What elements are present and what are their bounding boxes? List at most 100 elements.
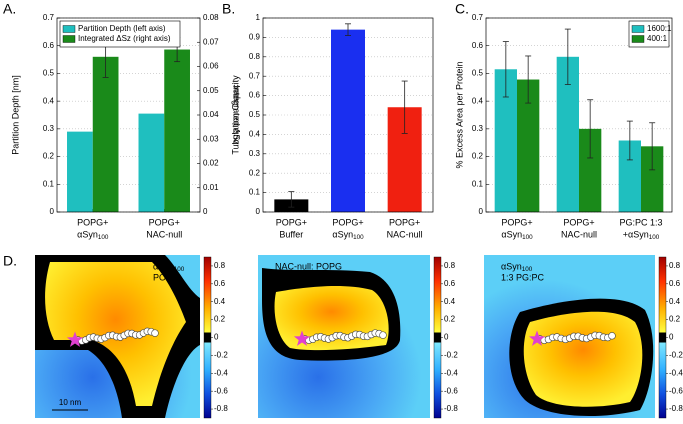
y-tick-label: 0.1: [472, 179, 484, 188]
y-tick-label: 0.4: [249, 130, 261, 139]
y2-axis-label: Integrated ΔSz: [232, 85, 242, 145]
map-label: 1:3 PG:PC: [501, 272, 545, 282]
colorbar-tick-label: 0.8: [444, 261, 456, 270]
x-tick-label: POPG+: [276, 217, 307, 227]
residue-bead: [379, 331, 387, 339]
legend-label: 1600:1: [647, 24, 672, 33]
y-tick-label: 0: [256, 207, 261, 216]
x-tick-label: +αSyn100: [623, 229, 660, 240]
colorbar-tick-label: 0.8: [214, 261, 226, 270]
colorbar-tick-label: -0.6: [444, 386, 458, 395]
legend-swatch: [631, 25, 645, 33]
y2-tick-label: 0.05: [203, 86, 219, 95]
colorbar-tick-label: -0.6: [669, 386, 683, 395]
y-tick-label: 0.6: [43, 41, 55, 50]
y-tick-label: 0.1: [43, 179, 55, 188]
y-tick-label: 0.5: [43, 69, 55, 78]
map-label: NAC-null: POPG: [275, 261, 342, 271]
x-tick-label: αSyn100: [332, 229, 364, 240]
bar: [494, 69, 517, 213]
panel-label: D.: [3, 253, 17, 269]
legend-swatch: [62, 25, 76, 33]
bar: [331, 29, 365, 212]
colorbar-tick-label: -0.6: [214, 386, 228, 395]
map-label: αSyn100: [501, 261, 533, 272]
colorbar-tick-label: 0.4: [669, 297, 681, 306]
y-tick-label: 0.3: [43, 124, 55, 133]
y-tick-label: 0.1: [249, 188, 261, 197]
bar: [92, 56, 119, 212]
y-tick-label: 0: [479, 207, 484, 216]
y-axis-label: Partition Depth [nm]: [10, 75, 20, 155]
colorbar-tick-label: -0.2: [444, 350, 458, 359]
x-tick-label: NAC-null: [387, 229, 423, 239]
plot-frame: [56, 17, 201, 213]
colorbar-tick-label: 0.4: [214, 297, 226, 306]
bar: [579, 128, 602, 212]
y-tick-label: 0.6: [249, 91, 261, 100]
n-terminus-star: [528, 330, 546, 346]
y-axis-label: Tubulation Capacity: [230, 75, 240, 155]
y2-tick-label: 0.06: [203, 62, 219, 71]
y-tick-label: 0.3: [472, 124, 484, 133]
bar: [618, 140, 641, 212]
error-bar: [564, 28, 571, 85]
panel-label: C.: [455, 1, 469, 17]
y-tick-label: 0.7: [249, 71, 261, 80]
y2-tick-label: 0.02: [203, 159, 219, 168]
colorbar-tick-label: -0.4: [444, 368, 458, 377]
colorbar-tick-label: 0.6: [444, 279, 456, 288]
n-terminus-star: [66, 331, 84, 347]
y-tick-label: 0.5: [249, 110, 261, 119]
colorbar-tick-label: 0.4: [444, 297, 456, 306]
panel-label: A.: [3, 1, 16, 17]
scale-bar-label: 10 nm: [59, 398, 82, 407]
error-bar: [626, 120, 633, 161]
legend-label: 400:1: [647, 34, 668, 43]
residue-bead: [151, 329, 159, 337]
y-axis-label: % Excess Area per Protein: [454, 61, 464, 168]
colorbar-tick-label: -0.2: [214, 350, 228, 359]
colorbar-tick-label: 0.2: [214, 315, 226, 324]
error-bar: [288, 191, 295, 208]
x-tick-label: POPG+: [149, 217, 180, 227]
x-tick-label: PG:PC 1:3: [619, 217, 662, 227]
map-label: αSyn100: [153, 261, 185, 272]
legend-box: [59, 20, 181, 48]
y-tick-label: 0.7: [472, 13, 484, 22]
n-terminus-star: [293, 330, 311, 346]
y2-tick-label: 0: [203, 207, 208, 216]
map-positive-region: [523, 311, 643, 407]
y-tick-label: 0.3: [249, 149, 261, 158]
colorbar-tick-label: -0.4: [214, 368, 228, 377]
panel-label: B.: [222, 1, 235, 17]
y2-tick-label: 0.07: [203, 37, 219, 46]
bar: [138, 113, 165, 212]
y2-tick-label: 0.03: [203, 134, 219, 143]
plot-frame: [485, 17, 673, 213]
colorbar-tick-label: -0.8: [669, 404, 683, 413]
colorbar-tick-label: -0.8: [214, 404, 228, 413]
bar: [517, 79, 540, 212]
y-tick-label: 0.4: [43, 96, 55, 105]
error-bar: [502, 41, 509, 98]
error-bar: [401, 80, 408, 134]
y-tick-label: 0.7: [43, 13, 55, 22]
colorbar: [433, 256, 442, 419]
y-tick-label: 0.2: [43, 152, 55, 161]
x-tick-label: POPG+: [77, 217, 108, 227]
residue-bead: [608, 332, 616, 340]
legend-swatch: [631, 35, 645, 43]
x-tick-label: NAC-null: [561, 229, 597, 239]
error-bar: [587, 99, 594, 159]
x-tick-label: POPG+: [563, 217, 594, 227]
y-tick-label: 0.2: [249, 168, 261, 177]
error-bar: [345, 23, 351, 36]
y-tick-label: 0.4: [472, 96, 484, 105]
colorbar-tick-label: -0.2: [669, 350, 683, 359]
bar: [556, 56, 579, 212]
colorbar-tick-label: 0.8: [669, 261, 681, 270]
colorbar-tick-label: 0.2: [444, 315, 456, 324]
x-tick-label: αSyn100: [77, 229, 109, 240]
